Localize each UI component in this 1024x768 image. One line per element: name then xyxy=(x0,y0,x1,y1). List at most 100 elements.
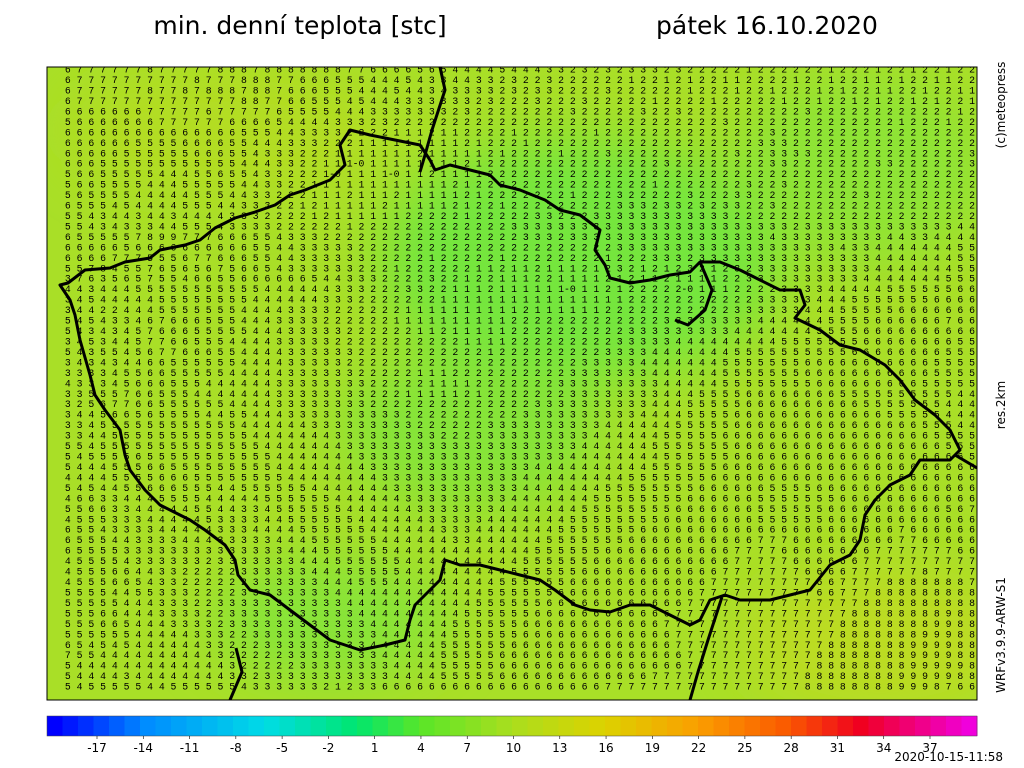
colorbar-cell xyxy=(853,716,869,736)
value-row: 6 5 5 5 5 3 3 3 3 3 3 3 3 3 3 3 3 3 3 4 … xyxy=(59,546,975,557)
colorbar-cell xyxy=(961,716,978,736)
colorbar-tick-label: 37 xyxy=(922,741,937,755)
value-row: 5 5 5 5 5 4 4 4 3 3 3 2 2 3 3 3 3 3 3 3 … xyxy=(59,598,975,609)
value-row: 6 7 7 7 7 7 7 8 7 7 8 7 8 8 8 7 8 8 7 6 … xyxy=(59,86,975,97)
colorbar-cell xyxy=(372,716,389,736)
neighbour-border xyxy=(674,261,714,327)
colorbar-tick-label: 25 xyxy=(737,741,752,755)
colorbar-cell xyxy=(527,716,544,736)
colorbar-cell xyxy=(667,716,683,736)
value-row: 3 4 4 2 2 4 4 4 5 5 5 5 5 5 5 4 4 4 4 3 … xyxy=(59,305,975,316)
value-row: 5 5 5 6 6 4 4 4 3 3 3 3 2 2 3 3 3 3 3 3 … xyxy=(59,608,975,619)
colorbar-tick-label: -11 xyxy=(180,741,200,755)
value-row: 5 5 6 6 3 3 4 4 4 4 4 5 5 4 4 3 3 4 5 5 … xyxy=(59,504,975,515)
colorbar-cell xyxy=(93,716,110,736)
value-row: 6 6 6 6 6 5 6 6 6 6 6 6 6 6 6 6 5 5 4 4 … xyxy=(59,242,975,253)
colorbar-cell xyxy=(434,716,451,736)
value-row: 6 6 6 5 5 5 5 5 5 5 5 5 5 5 5 4 4 4 3 3 … xyxy=(59,159,975,170)
colorbar-cell xyxy=(512,716,528,736)
colorbar-cell xyxy=(744,716,761,736)
value-row: 4 4 3 4 4 4 5 5 5 5 5 5 5 5 5 5 5 4 4 4 … xyxy=(59,284,975,295)
colorbar-cell xyxy=(620,716,637,736)
value-row: 5 6 6 6 6 6 6 6 7 7 7 7 7 7 6 6 6 6 5 4 … xyxy=(59,117,975,128)
colorbar-cell xyxy=(915,716,931,736)
value-row: 5 5 4 3 4 3 3 3 4 4 5 5 5 4 3 3 3 3 2 2 … xyxy=(59,221,975,232)
colorbar-cell xyxy=(760,716,776,736)
cool-area xyxy=(730,80,977,260)
colorbar-cell xyxy=(698,716,714,736)
value-row: 3 2 5 6 7 7 6 6 5 5 5 5 5 5 4 4 4 4 3 3 … xyxy=(59,399,975,410)
map-date: pátek 16.10.2020 xyxy=(656,11,878,40)
colorbar-tick-label: -5 xyxy=(276,741,288,755)
value-row: 5 5 4 5 5 5 5 5 5 5 5 5 5 5 5 5 5 4 4 4 … xyxy=(59,441,975,452)
value-row: 5 6 6 5 5 5 5 5 4 4 4 5 5 6 5 5 4 3 3 2 … xyxy=(59,169,975,180)
value-row: 3 3 3 3 4 5 5 6 6 5 5 5 5 5 4 4 4 4 4 3 … xyxy=(59,368,975,379)
colorbar-cell xyxy=(899,716,916,736)
colorbar-cell xyxy=(233,716,249,736)
value-row: 5 4 3 5 5 4 5 6 7 7 6 6 6 5 5 4 4 4 4 3 … xyxy=(59,347,975,358)
colorbar-cell xyxy=(636,716,652,736)
colorbar-cell xyxy=(202,716,218,736)
value-row: 3 4 4 5 6 6 5 6 5 5 5 5 4 4 5 5 4 4 4 3 … xyxy=(59,410,975,421)
colorbar-cell xyxy=(651,716,668,736)
value-row: 3 4 5 3 4 4 5 7 7 6 6 5 5 5 4 4 4 4 3 3 … xyxy=(59,336,975,347)
value-row: 6 5 5 5 5 5 7 8 9 9 7 7 7 6 6 6 5 5 4 3 … xyxy=(59,232,975,243)
neighbour-border xyxy=(954,453,977,470)
colorbar-cell xyxy=(326,716,342,736)
colorbar-cell xyxy=(295,716,311,736)
colorbar-tick-label: 16 xyxy=(598,741,613,755)
value-row: 4 5 5 5 6 6 4 4 3 3 2 2 2 2 2 3 3 3 3 3 … xyxy=(59,567,975,578)
neighbour-border xyxy=(688,596,724,700)
value-row: 6 6 6 6 6 6 6 7 7 7 7 7 6 7 7 7 7 7 6 5 … xyxy=(59,106,975,117)
value-row: 3 3 4 5 5 5 5 5 5 5 5 5 5 5 5 4 4 4 4 4 … xyxy=(59,420,975,431)
country-border xyxy=(58,128,962,652)
value-row: 5 6 5 5 5 5 4 4 4 4 4 5 5 5 4 4 3 3 2 2 … xyxy=(59,190,975,201)
neighbour-border xyxy=(228,647,244,700)
colorbar-cell xyxy=(558,716,575,736)
value-row: 6 5 5 5 4 4 3 3 3 3 4 4 4 3 3 3 3 3 4 4 … xyxy=(59,535,975,546)
colorbar-cell xyxy=(140,716,156,736)
warm-area xyxy=(740,570,977,700)
value-row: 5 4 5 4 4 5 5 6 6 6 5 5 5 4 4 5 5 5 5 5 … xyxy=(59,483,975,494)
colorbar-cell xyxy=(465,716,482,736)
colorbar-cell xyxy=(791,716,807,736)
value-row: 4 5 5 5 3 3 3 4 4 4 4 4 5 3 3 3 3 4 4 5 … xyxy=(59,514,975,525)
colorbar-cell xyxy=(543,716,559,736)
plot-frame xyxy=(46,66,978,701)
value-row: 5 4 4 4 4 3 4 4 4 4 4 4 4 4 3 3 2 3 3 3 … xyxy=(59,671,975,682)
value-row: 6 5 5 4 3 3 3 3 4 4 4 4 4 3 3 3 4 4 4 4 … xyxy=(59,525,975,536)
colorbar-cell xyxy=(171,716,187,736)
value-row: 5 4 4 4 5 5 5 6 6 5 5 5 5 5 5 5 5 5 4 4 … xyxy=(59,462,975,473)
colorbar-cell xyxy=(357,716,373,736)
neighbour-border xyxy=(418,67,447,173)
colorbar-cell xyxy=(124,716,141,736)
plot-area: 6 7 7 7 7 7 7 8 7 7 7 7 7 8 8 8 7 8 8 8 … xyxy=(47,65,977,700)
model-label: WRFv3.9.9-ARW-S1 xyxy=(994,577,1008,693)
value-row: 5 6 6 5 5 5 5 4 4 4 5 5 5 5 5 4 4 3 3 2 … xyxy=(59,180,975,191)
value-row: 5 5 7 8 4 5 5 7 6 5 6 5 6 7 5 6 6 5 4 3 … xyxy=(59,263,975,274)
warm-area xyxy=(70,70,390,190)
colorbar-cell xyxy=(78,716,94,736)
value-row: 6 7 7 7 7 7 7 7 7 7 7 8 7 7 7 8 8 8 7 7 … xyxy=(59,75,975,86)
colorbar-cell xyxy=(264,716,280,736)
colorbar: -17 -14 -11 -8 -5 -2 1 4 7 10 13 16 19 22 25 28 31 34 37 xyxy=(46,715,978,755)
colorbar-cell xyxy=(403,716,420,736)
colorbar-cell xyxy=(109,716,125,736)
value-row: 6 7 7 7 7 7 7 8 7 7 7 7 7 8 8 8 7 8 8 8 … xyxy=(59,65,975,76)
colorbar-tick-label: 22 xyxy=(691,741,706,755)
resolution-label: res.2km xyxy=(994,381,1008,429)
colorbar-cell xyxy=(341,716,358,736)
value-row: 3 3 4 4 5 5 5 5 5 5 5 5 5 5 5 5 4 4 4 4 … xyxy=(59,431,975,442)
value-row: 3 7 6 3 5 6 5 7 5 5 4 6 6 5 5 6 6 6 6 6 … xyxy=(59,274,975,285)
colorbar-tick-label: 28 xyxy=(784,741,799,755)
value-row: 3 4 3 4 3 4 4 6 6 5 5 5 5 5 5 4 4 4 4 3 … xyxy=(59,357,975,368)
value-row: 6 5 5 5 4 5 4 4 4 4 5 5 5 4 4 3 3 3 2 2 … xyxy=(59,201,975,212)
value-row: 7 5 5 4 4 4 4 4 4 4 4 4 4 3 2 2 2 2 2 3 … xyxy=(59,650,975,661)
colorbar-cell xyxy=(930,716,947,736)
value-row: 4 5 5 5 5 4 3 3 3 3 3 3 2 3 3 3 3 3 3 3 … xyxy=(59,556,975,567)
value-row: 5 4 5 4 3 3 4 6 7 6 6 6 5 5 5 4 4 4 3 3 … xyxy=(59,316,975,327)
colorbar-cell xyxy=(682,716,699,736)
colorbar-tick-label: -14 xyxy=(133,741,153,755)
